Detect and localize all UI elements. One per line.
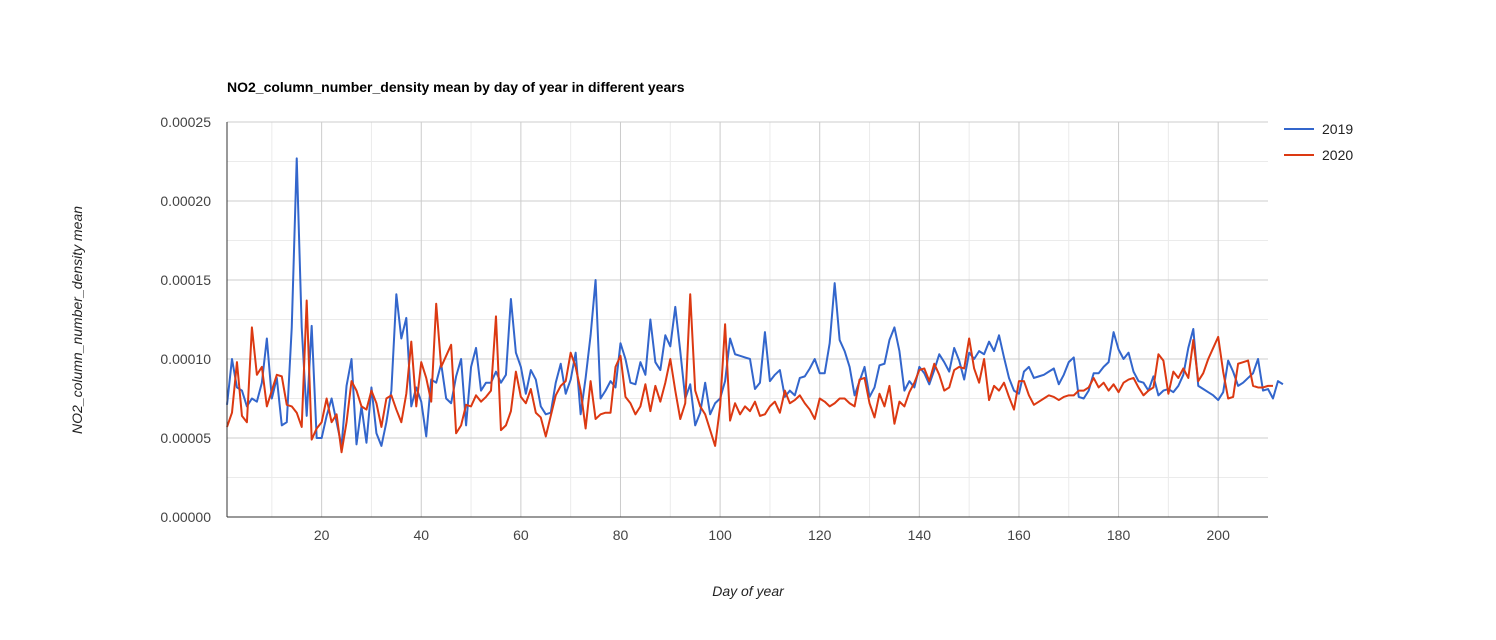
x-tick-label: 100 — [708, 527, 732, 543]
x-tick-label: 140 — [908, 527, 932, 543]
x-tick-label: 200 — [1207, 527, 1231, 543]
x-axis-title: Day of year — [712, 583, 785, 599]
x-tick-label: 80 — [613, 527, 629, 543]
y-tick-label: 0.00010 — [160, 351, 211, 367]
y-axis-title: NO2_column_number_density mean — [69, 206, 85, 434]
series-line-2020 — [226, 293, 1273, 454]
y-tick-label: 0.00005 — [160, 430, 211, 446]
y-tick-label: 0.00025 — [160, 114, 211, 130]
x-tick-label: 60 — [513, 527, 529, 543]
x-tick-label: 160 — [1007, 527, 1031, 543]
y-tick-label: 0.00020 — [160, 193, 211, 209]
series-group — [226, 157, 1284, 454]
series-line-2019 — [226, 157, 1284, 447]
y-tick-label: 0.00015 — [160, 272, 211, 288]
axes — [226, 122, 1268, 518]
x-tick-label: 120 — [808, 527, 832, 543]
chart-title: NO2_column_number_density mean by day of… — [227, 79, 685, 95]
legend: 2019 2020 — [1284, 121, 1353, 163]
y-tick-label: 0.00000 — [160, 509, 211, 525]
x-tick-label: 180 — [1107, 527, 1131, 543]
gridlines: 0.00000 0.00005 0.00010 0.00015 0.00020 0.000… — [160, 114, 1268, 543]
legend-label-2019: 2019 — [1322, 121, 1353, 137]
x-tick-label: 20 — [314, 527, 330, 543]
legend-label-2020: 2020 — [1322, 147, 1353, 163]
x-tick-label: 40 — [413, 527, 429, 543]
